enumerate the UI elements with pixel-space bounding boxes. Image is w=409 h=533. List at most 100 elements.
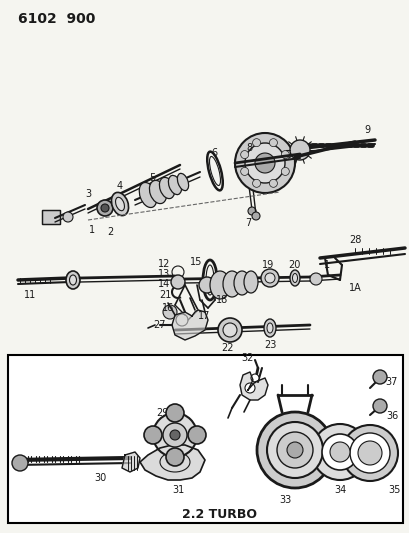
Circle shape xyxy=(166,404,184,422)
Ellipse shape xyxy=(234,271,249,295)
Text: 8: 8 xyxy=(245,143,252,153)
Circle shape xyxy=(254,153,274,173)
Polygon shape xyxy=(139,445,204,480)
Circle shape xyxy=(372,370,386,384)
Circle shape xyxy=(252,179,260,187)
Circle shape xyxy=(12,455,28,471)
Ellipse shape xyxy=(159,177,174,199)
Text: 34: 34 xyxy=(333,485,345,495)
Circle shape xyxy=(101,204,109,212)
Circle shape xyxy=(266,422,322,478)
Circle shape xyxy=(218,318,241,342)
Circle shape xyxy=(261,269,278,287)
Circle shape xyxy=(63,212,73,222)
Ellipse shape xyxy=(115,197,124,211)
Text: 14: 14 xyxy=(157,279,170,289)
Text: 20: 20 xyxy=(287,260,299,270)
Bar xyxy=(8,355,402,523)
Circle shape xyxy=(286,442,302,458)
Circle shape xyxy=(309,273,321,285)
Text: 4: 4 xyxy=(117,181,123,191)
Ellipse shape xyxy=(168,175,181,195)
Circle shape xyxy=(357,441,381,465)
Ellipse shape xyxy=(111,192,128,216)
Circle shape xyxy=(97,200,113,216)
Circle shape xyxy=(311,424,367,480)
Ellipse shape xyxy=(70,275,76,285)
Ellipse shape xyxy=(292,273,297,282)
Polygon shape xyxy=(239,372,267,400)
Text: 3: 3 xyxy=(85,189,91,199)
Circle shape xyxy=(240,167,248,175)
Text: 2: 2 xyxy=(107,227,113,237)
Circle shape xyxy=(144,426,162,444)
Circle shape xyxy=(329,442,349,462)
Circle shape xyxy=(264,273,274,283)
Circle shape xyxy=(245,143,284,183)
Text: 28: 28 xyxy=(348,235,360,245)
Polygon shape xyxy=(122,452,139,472)
Circle shape xyxy=(166,448,184,466)
Ellipse shape xyxy=(289,270,299,286)
Text: 29: 29 xyxy=(155,408,168,418)
Circle shape xyxy=(321,434,357,470)
Circle shape xyxy=(153,413,196,457)
Circle shape xyxy=(252,212,259,220)
Text: 1: 1 xyxy=(323,260,329,270)
Circle shape xyxy=(289,140,309,160)
Circle shape xyxy=(269,179,277,187)
Text: 22: 22 xyxy=(221,343,234,353)
Circle shape xyxy=(234,133,294,193)
Circle shape xyxy=(250,374,258,382)
Text: 5: 5 xyxy=(148,173,155,183)
Circle shape xyxy=(188,426,205,444)
Text: 23: 23 xyxy=(263,340,276,350)
Circle shape xyxy=(171,275,184,289)
Circle shape xyxy=(341,425,397,481)
Text: 13: 13 xyxy=(157,269,170,279)
Text: 27: 27 xyxy=(153,320,166,330)
Ellipse shape xyxy=(66,271,80,289)
Circle shape xyxy=(372,399,386,413)
Ellipse shape xyxy=(149,180,166,204)
Text: 9: 9 xyxy=(363,125,369,135)
Bar xyxy=(42,210,60,224)
Text: 30: 30 xyxy=(94,473,106,483)
Text: 11: 11 xyxy=(24,290,36,300)
Text: 1: 1 xyxy=(89,225,95,235)
Text: 16: 16 xyxy=(162,303,174,313)
Circle shape xyxy=(281,167,289,175)
Ellipse shape xyxy=(266,323,272,333)
Text: 15: 15 xyxy=(189,257,202,267)
Text: 35: 35 xyxy=(388,485,400,495)
Circle shape xyxy=(256,412,332,488)
Text: 2.2 TURBO: 2.2 TURBO xyxy=(182,508,257,521)
Text: 18: 18 xyxy=(216,295,227,305)
Circle shape xyxy=(170,430,180,440)
Circle shape xyxy=(252,139,260,147)
Text: 33: 33 xyxy=(278,495,290,505)
Text: 6102  900: 6102 900 xyxy=(18,12,95,26)
Circle shape xyxy=(198,277,214,293)
Circle shape xyxy=(163,305,177,319)
Circle shape xyxy=(222,323,236,337)
Text: 12: 12 xyxy=(157,259,170,269)
Circle shape xyxy=(247,207,255,215)
Ellipse shape xyxy=(263,319,275,337)
Text: 37: 37 xyxy=(385,377,397,387)
Text: 7: 7 xyxy=(244,218,250,228)
Circle shape xyxy=(240,151,248,159)
Text: 19: 19 xyxy=(261,260,274,270)
Ellipse shape xyxy=(222,271,240,297)
Circle shape xyxy=(269,139,277,147)
Text: 36: 36 xyxy=(385,411,397,421)
Text: 21: 21 xyxy=(158,290,171,300)
Text: 17: 17 xyxy=(197,311,210,321)
Text: 1A: 1A xyxy=(348,283,360,293)
Text: 6: 6 xyxy=(210,148,216,158)
Polygon shape xyxy=(172,310,207,340)
Circle shape xyxy=(245,383,254,393)
Circle shape xyxy=(281,151,289,159)
Circle shape xyxy=(276,432,312,468)
Circle shape xyxy=(349,433,389,473)
